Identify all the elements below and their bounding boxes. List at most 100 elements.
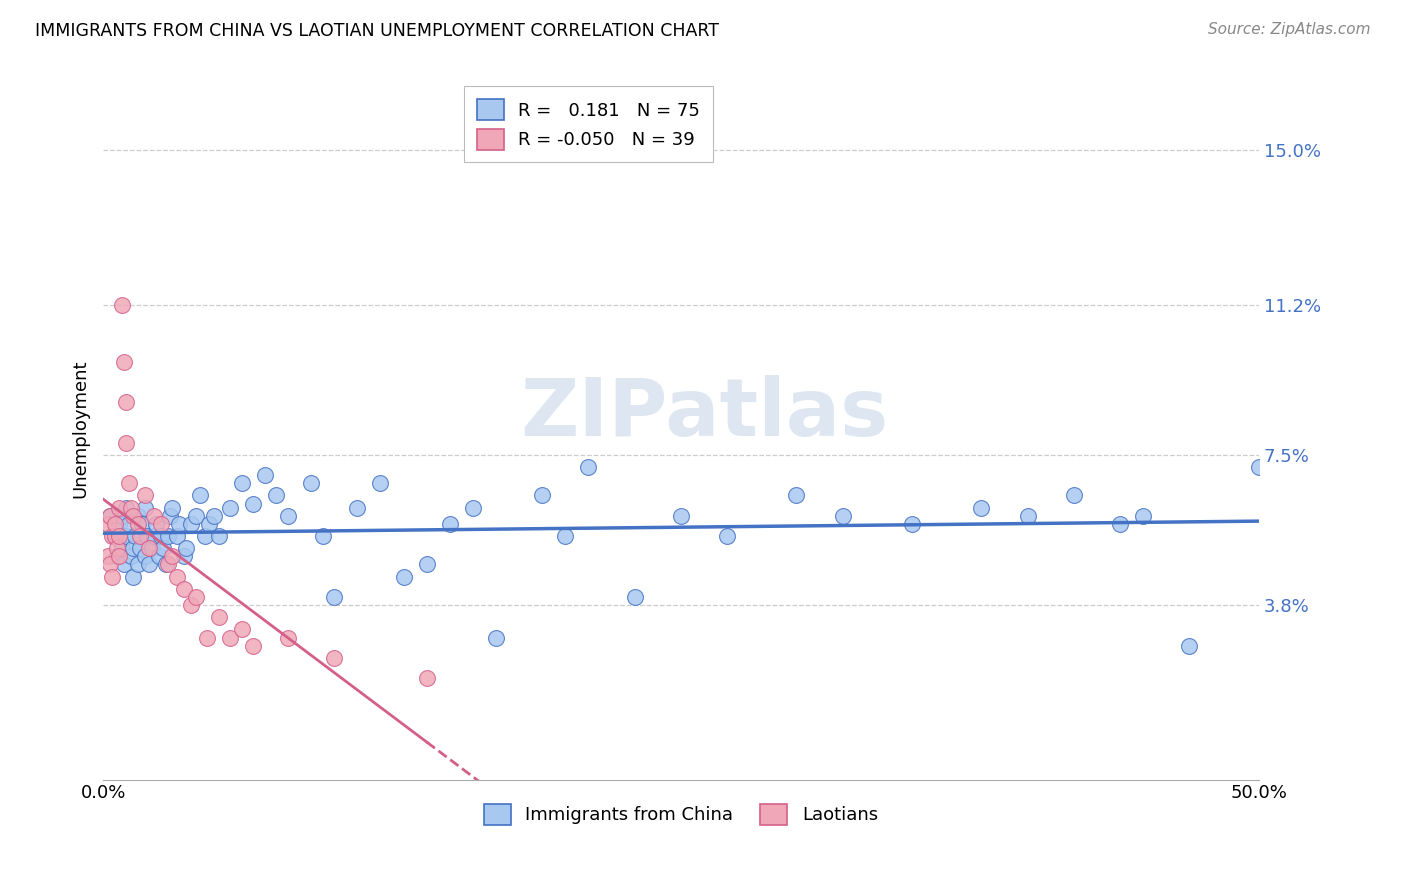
Point bbox=[120, 549, 142, 564]
Point bbox=[129, 541, 152, 556]
Point bbox=[98, 558, 121, 572]
Point bbox=[98, 508, 121, 523]
Point bbox=[129, 529, 152, 543]
Point bbox=[231, 623, 253, 637]
Point bbox=[138, 558, 160, 572]
Point bbox=[166, 529, 188, 543]
Point bbox=[439, 516, 461, 531]
Point bbox=[208, 529, 231, 543]
Point bbox=[156, 529, 179, 543]
Point bbox=[312, 529, 335, 543]
Point bbox=[231, 476, 253, 491]
Point bbox=[115, 529, 138, 543]
Point bbox=[156, 558, 179, 572]
Point bbox=[188, 488, 211, 502]
Point bbox=[134, 500, 156, 515]
Point bbox=[242, 497, 264, 511]
Point bbox=[219, 500, 242, 515]
Point bbox=[1178, 639, 1201, 653]
Point bbox=[101, 529, 124, 543]
Point bbox=[184, 590, 207, 604]
Point bbox=[970, 500, 993, 515]
Point bbox=[1132, 508, 1154, 523]
Point bbox=[415, 671, 437, 685]
Point bbox=[115, 500, 138, 515]
Point bbox=[120, 500, 142, 515]
Point bbox=[1017, 508, 1039, 523]
Text: Source: ZipAtlas.com: Source: ZipAtlas.com bbox=[1208, 22, 1371, 37]
Point bbox=[623, 590, 645, 604]
Point bbox=[115, 435, 138, 450]
Point bbox=[173, 549, 195, 564]
Point bbox=[115, 395, 138, 409]
Point bbox=[97, 549, 120, 564]
Point bbox=[277, 508, 299, 523]
Point bbox=[716, 529, 738, 543]
Point bbox=[162, 549, 184, 564]
Point bbox=[143, 529, 166, 543]
Point bbox=[785, 488, 807, 502]
Point bbox=[554, 529, 576, 543]
Point bbox=[110, 298, 132, 312]
Point bbox=[195, 631, 218, 645]
Point bbox=[152, 541, 174, 556]
Point bbox=[112, 354, 135, 368]
Point bbox=[148, 549, 170, 564]
Point bbox=[299, 476, 322, 491]
Point bbox=[208, 610, 231, 624]
Point bbox=[392, 569, 415, 583]
Point bbox=[155, 558, 177, 572]
Point bbox=[346, 500, 368, 515]
Point bbox=[104, 529, 127, 543]
Point bbox=[112, 558, 135, 572]
Point bbox=[117, 476, 139, 491]
Point bbox=[138, 541, 160, 556]
Point bbox=[104, 516, 127, 531]
Point bbox=[415, 558, 437, 572]
Point bbox=[127, 516, 149, 531]
Point bbox=[136, 529, 159, 543]
Point bbox=[1247, 460, 1270, 475]
Point bbox=[219, 631, 242, 645]
Point bbox=[127, 508, 149, 523]
Point bbox=[176, 541, 198, 556]
Point bbox=[370, 476, 392, 491]
Point bbox=[277, 631, 299, 645]
Point bbox=[180, 598, 202, 612]
Point bbox=[145, 516, 167, 531]
Point bbox=[162, 500, 184, 515]
Point bbox=[97, 516, 120, 531]
Point bbox=[194, 529, 217, 543]
Point bbox=[159, 508, 181, 523]
Point bbox=[669, 508, 692, 523]
Point bbox=[122, 541, 145, 556]
Point bbox=[108, 529, 131, 543]
Point bbox=[198, 516, 221, 531]
Point bbox=[578, 460, 600, 475]
Point bbox=[117, 516, 139, 531]
Legend: Immigrants from China, Laotians: Immigrants from China, Laotians bbox=[475, 795, 887, 834]
Point bbox=[98, 508, 121, 523]
Point bbox=[266, 488, 288, 502]
Point bbox=[108, 500, 131, 515]
Point bbox=[461, 500, 484, 515]
Point bbox=[149, 516, 172, 531]
Point bbox=[901, 516, 924, 531]
Point bbox=[485, 631, 508, 645]
Point bbox=[110, 508, 132, 523]
Point bbox=[149, 529, 172, 543]
Point bbox=[124, 529, 146, 543]
Point bbox=[108, 549, 131, 564]
Point bbox=[531, 488, 554, 502]
Point bbox=[134, 549, 156, 564]
Point bbox=[101, 569, 124, 583]
Point bbox=[134, 488, 156, 502]
Point bbox=[122, 569, 145, 583]
Point bbox=[166, 569, 188, 583]
Point bbox=[127, 558, 149, 572]
Point bbox=[105, 541, 128, 556]
Point bbox=[173, 582, 195, 596]
Point bbox=[141, 541, 163, 556]
Point bbox=[323, 650, 346, 665]
Point bbox=[131, 516, 153, 531]
